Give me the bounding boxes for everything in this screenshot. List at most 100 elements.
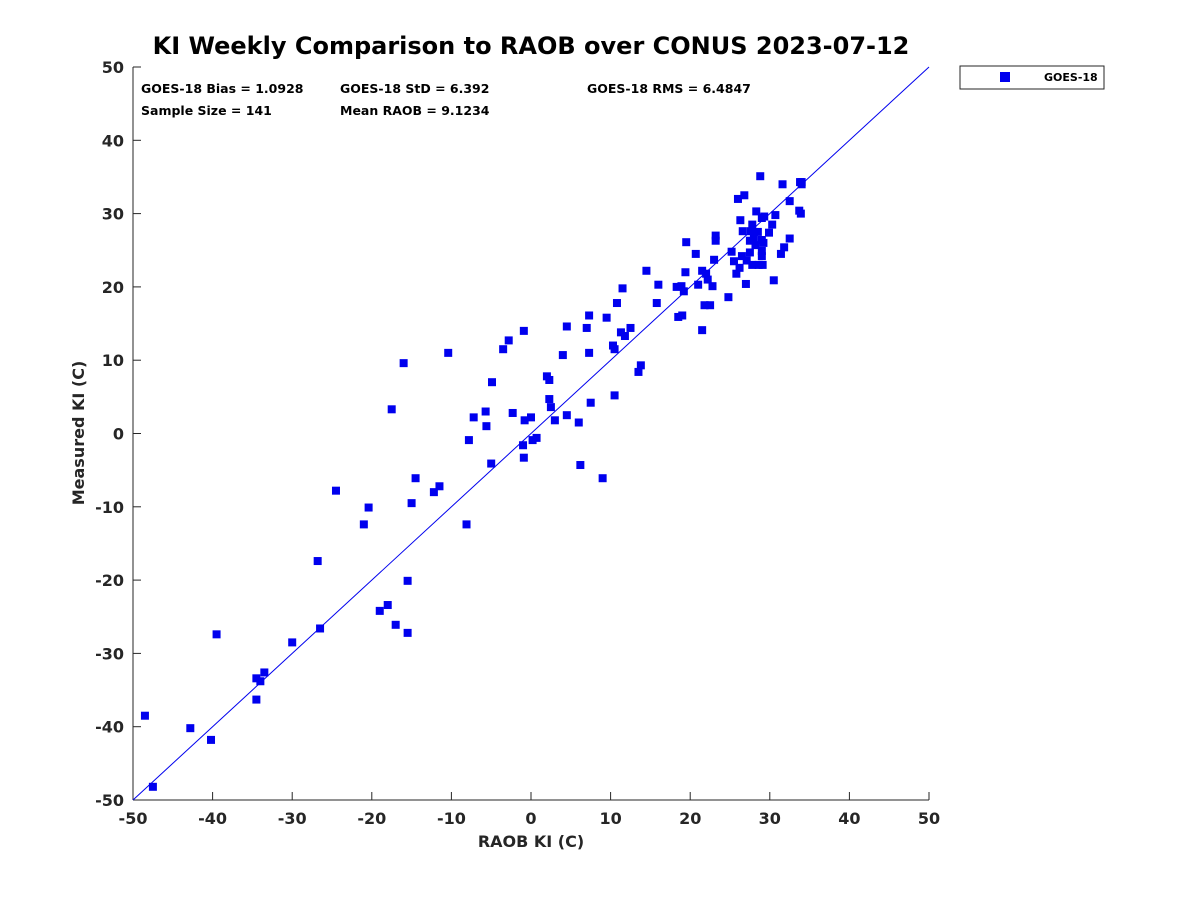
data-point <box>610 391 619 400</box>
data-point <box>780 243 789 252</box>
data-point <box>757 246 766 255</box>
data-point <box>407 499 416 508</box>
data-point <box>545 375 554 384</box>
data-point <box>757 252 766 261</box>
data-point <box>758 260 767 269</box>
data-point <box>429 488 438 497</box>
data-point <box>749 234 758 243</box>
data-point <box>499 345 508 354</box>
data-point <box>741 279 750 288</box>
one-to-one-line-group <box>132 66 930 801</box>
data-point <box>745 248 754 257</box>
data-point <box>760 212 769 221</box>
data-point <box>618 284 627 293</box>
data-point <box>546 403 555 412</box>
data-point <box>710 255 719 264</box>
data-point <box>765 228 774 237</box>
stat-mean-raob: Mean RAOB = 9.1234 <box>340 103 490 118</box>
y-tick-label: 20 <box>102 278 124 297</box>
data-point <box>652 299 661 308</box>
data-point <box>435 482 444 491</box>
x-tick-label: 20 <box>679 809 701 828</box>
data-point <box>706 301 715 310</box>
data-point <box>748 220 757 229</box>
data-point <box>778 180 787 189</box>
data-point <box>582 323 591 332</box>
data-point <box>519 326 528 335</box>
data-point <box>681 268 690 277</box>
y-tick-label: -50 <box>95 791 124 810</box>
data-point <box>742 256 751 265</box>
data-point <box>562 411 571 420</box>
data-point <box>316 624 325 633</box>
legend-box <box>959 65 1105 90</box>
data-point <box>678 311 687 320</box>
data-point <box>519 441 528 450</box>
data-point <box>532 433 541 442</box>
data-point <box>700 301 709 310</box>
data-points <box>140 172 806 791</box>
data-point <box>331 486 340 495</box>
data-point <box>711 236 720 245</box>
data-point <box>504 336 513 345</box>
data-point <box>383 601 392 610</box>
data-point <box>691 249 700 258</box>
data-point <box>602 313 611 322</box>
data-point <box>482 422 491 431</box>
y-axis-label: Measured KI (C) <box>69 361 88 506</box>
data-point <box>711 231 720 240</box>
data-point <box>481 407 490 416</box>
y-tick-label: 10 <box>102 351 124 370</box>
data-point <box>771 211 780 220</box>
one-to-one-line <box>132 66 930 801</box>
x-tick-label: 30 <box>759 809 781 828</box>
x-tick-label: -50 <box>119 809 148 828</box>
x-tick-label: 0 <box>525 809 536 828</box>
data-point <box>574 418 583 427</box>
data-point <box>487 378 496 387</box>
x-tick-label: -20 <box>357 809 386 828</box>
y-tick-label: 0 <box>113 425 124 444</box>
y-tick-label: -30 <box>95 644 124 663</box>
data-point <box>732 269 741 278</box>
x-axis-label: RAOB KI (C) <box>478 832 584 851</box>
data-point <box>399 359 408 368</box>
data-point <box>359 520 368 529</box>
data-point <box>756 172 765 181</box>
data-point <box>598 474 607 483</box>
data-point <box>387 405 396 414</box>
data-point <box>612 299 621 308</box>
legend: GOES-18 <box>959 65 1105 90</box>
data-point <box>186 724 195 733</box>
data-point <box>256 677 265 686</box>
data-point <box>746 227 755 236</box>
y-tick-label: 40 <box>102 131 124 150</box>
data-point <box>610 345 619 354</box>
data-point <box>677 282 686 291</box>
data-point <box>694 280 703 289</box>
data-point <box>740 191 749 200</box>
data-point <box>626 323 635 332</box>
x-tick-label: -40 <box>198 809 227 828</box>
data-point <box>703 275 712 284</box>
data-point <box>698 326 707 335</box>
data-point <box>785 234 794 243</box>
data-point <box>313 557 322 566</box>
data-point <box>487 459 496 468</box>
legend-label: GOES-18 <box>1044 71 1098 84</box>
chart-title: KI Weekly Comparison to RAOB over CONUS … <box>153 32 910 60</box>
data-point <box>702 269 711 278</box>
data-point <box>642 266 651 275</box>
data-point <box>207 735 216 744</box>
data-point <box>585 348 594 357</box>
data-point <box>672 282 681 291</box>
data-point <box>550 416 559 425</box>
data-point <box>411 474 420 483</box>
data-point <box>737 252 746 261</box>
y-tick-label: -10 <box>95 498 124 517</box>
stat-bias: GOES-18 Bias = 1.0928 <box>141 81 303 96</box>
data-point <box>708 282 717 291</box>
data-point <box>634 367 643 376</box>
data-point <box>796 209 805 218</box>
